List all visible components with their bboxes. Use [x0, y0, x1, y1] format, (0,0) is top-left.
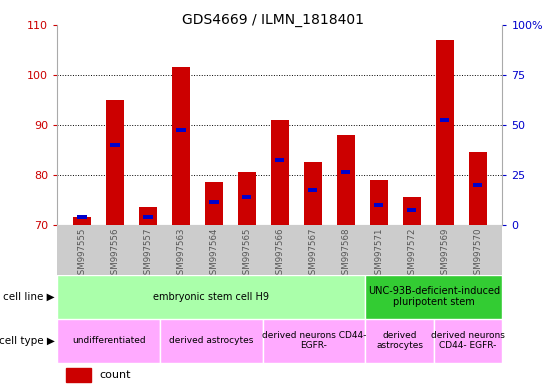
Bar [436, 40, 454, 225]
Bar [209, 200, 218, 204]
Bar [110, 143, 120, 147]
Bar [66, 368, 91, 382]
Bar [160, 319, 263, 363]
Bar [57, 275, 365, 319]
Bar [304, 162, 322, 225]
Text: GSM997565: GSM997565 [242, 227, 251, 280]
Bar [139, 207, 157, 225]
Text: GSM997570: GSM997570 [473, 227, 482, 280]
Bar [468, 152, 486, 225]
Text: GSM997556: GSM997556 [110, 227, 120, 280]
Bar [308, 188, 317, 192]
Bar [440, 118, 449, 122]
Bar [57, 319, 160, 363]
Bar [473, 183, 482, 187]
Text: derived astrocytes: derived astrocytes [169, 336, 253, 345]
Bar [176, 128, 186, 132]
Text: GSM997566: GSM997566 [275, 227, 284, 280]
Text: GSM997569: GSM997569 [440, 227, 449, 280]
Text: embryonic stem cell H9: embryonic stem cell H9 [153, 291, 269, 302]
Bar [365, 275, 502, 319]
Bar [263, 319, 365, 363]
Bar [434, 319, 502, 363]
Bar [271, 120, 289, 225]
Bar [275, 158, 284, 162]
Bar [106, 100, 124, 225]
Bar [172, 67, 190, 225]
Bar [238, 172, 256, 225]
Text: GDS4669 / ILMN_1818401: GDS4669 / ILMN_1818401 [182, 13, 364, 27]
Bar [374, 203, 383, 207]
Text: cell line ▶: cell line ▶ [3, 291, 55, 302]
Bar [73, 217, 91, 225]
Bar [407, 208, 416, 212]
Bar [337, 135, 355, 225]
Text: UNC-93B-deficient-induced
pluripotent stem: UNC-93B-deficient-induced pluripotent st… [368, 286, 500, 308]
Text: derived neurons
CD44- EGFR-: derived neurons CD44- EGFR- [431, 331, 505, 351]
Text: GSM997555: GSM997555 [78, 227, 87, 280]
Text: GSM997557: GSM997557 [144, 227, 152, 280]
Text: GSM997568: GSM997568 [341, 227, 350, 280]
Text: count: count [99, 370, 131, 380]
Bar [242, 195, 252, 199]
Bar [78, 215, 87, 219]
Text: derived neurons CD44-
EGFR-: derived neurons CD44- EGFR- [262, 331, 366, 351]
Bar [205, 182, 223, 225]
Text: GSM997564: GSM997564 [210, 227, 218, 280]
Bar [402, 197, 421, 225]
Bar [365, 319, 434, 363]
Text: GSM997567: GSM997567 [308, 227, 317, 280]
Text: derived
astrocytes: derived astrocytes [376, 331, 423, 351]
Text: undifferentiated: undifferentiated [72, 336, 145, 345]
Text: GSM997571: GSM997571 [374, 227, 383, 280]
Text: cell type ▶: cell type ▶ [0, 336, 55, 346]
Text: GSM997572: GSM997572 [407, 227, 416, 280]
Bar [144, 215, 152, 219]
Bar [341, 170, 351, 174]
Text: GSM997563: GSM997563 [176, 227, 186, 280]
Bar [370, 180, 388, 225]
